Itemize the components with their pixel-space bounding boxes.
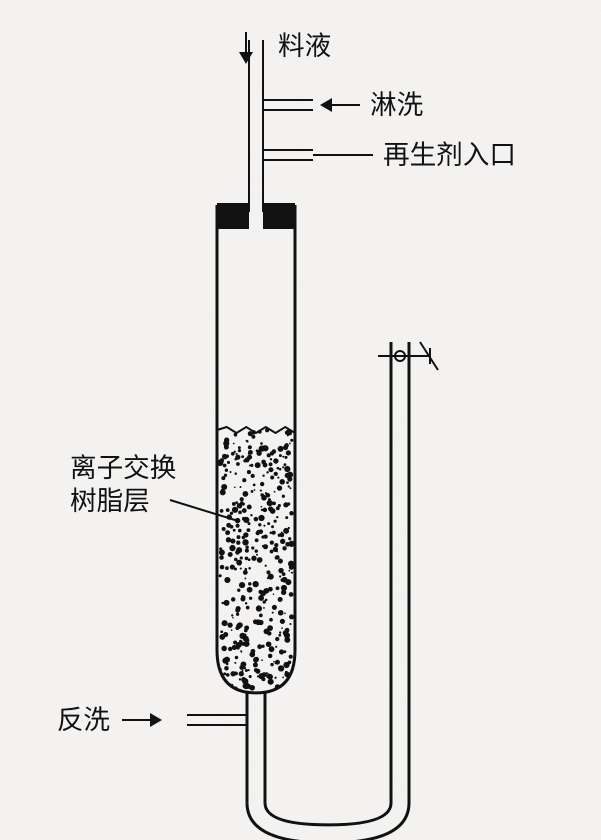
column-cap-left bbox=[217, 203, 249, 229]
resin-layer bbox=[217, 428, 295, 697]
label-regen-inlet: 再生剂入口 bbox=[383, 139, 516, 172]
column-cap-right bbox=[263, 203, 295, 229]
label-resin-layer: 离子交换树脂层 bbox=[70, 452, 176, 518]
label-rinse: 淋洗 bbox=[370, 89, 423, 122]
label-feed: 料液 bbox=[278, 30, 331, 63]
label-backwash: 反洗 bbox=[57, 704, 110, 737]
